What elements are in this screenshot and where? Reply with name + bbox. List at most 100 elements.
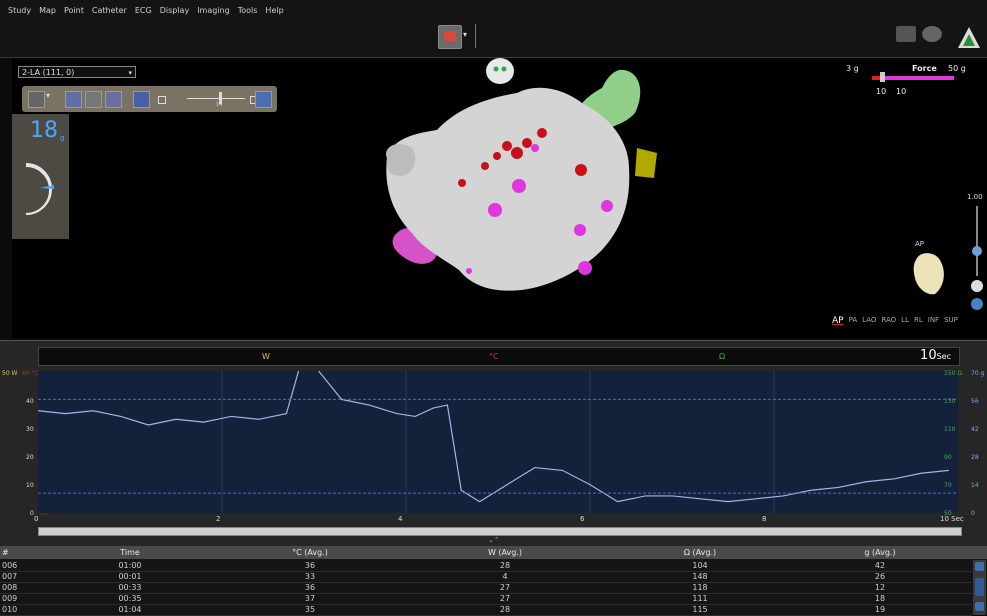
table-row[interactable]: 007 00:01 33 4 148 26	[0, 571, 972, 583]
x-tick-2: 2	[216, 515, 221, 523]
table-scrollbar[interactable]	[973, 560, 986, 615]
map-select[interactable]: 2-LA (111, 0) ▾	[18, 66, 136, 78]
cell-time: 01:00	[118, 561, 142, 570]
table-row[interactable]: 008 00:33 36 27 118 12	[0, 582, 972, 594]
col-header-watts[interactable]: W (Avg.)	[487, 548, 523, 557]
rotate-icon[interactable]	[971, 280, 983, 292]
menu-ecg[interactable]: ECG	[134, 6, 152, 15]
table-row[interactable]: 009 00:35 37 27 111 18	[0, 593, 972, 605]
right-tick-28: 28	[971, 454, 979, 461]
force-scale-low-segment	[872, 76, 882, 80]
menu-display[interactable]: Display	[159, 6, 190, 15]
cell-impedance: 104	[692, 561, 708, 570]
legend-watts: W	[262, 352, 270, 361]
menu-point[interactable]: Point	[64, 6, 84, 15]
zoom-slider-track[interactable]	[976, 206, 978, 276]
cut-tool-button[interactable]	[85, 91, 102, 108]
cell-index: 010	[2, 605, 18, 614]
map-viewport[interactable]: 2-LA (111, 0) ▾ ▾ 14 18 g	[12, 58, 987, 338]
view-ap[interactable]: AP	[832, 316, 844, 326]
app-logo-icon[interactable]	[956, 24, 982, 50]
table-row[interactable]: 006 01:00 36 28 104 42	[0, 560, 972, 572]
cell-time: 00:35	[118, 594, 142, 603]
collapse-chevron-icon[interactable]: ⌄⌃	[488, 536, 500, 544]
right-ohm-tick-70: 70	[944, 482, 952, 489]
chart-plot-area[interactable]	[37, 364, 958, 513]
view-lao[interactable]: LAO	[862, 316, 877, 324]
chart-svg	[37, 364, 958, 513]
transparency-slider-track[interactable]	[187, 98, 245, 99]
catheter-icon[interactable]	[922, 26, 942, 42]
cell-temp: 35	[304, 605, 316, 614]
right-ohm-tick-130: 130	[944, 398, 956, 405]
map-tool-button[interactable]	[65, 91, 82, 108]
chevron-down-icon: ▾	[128, 69, 132, 77]
col-header-impedance[interactable]: Ω (Avg.)	[683, 548, 717, 557]
scroll-thumb[interactable]	[975, 578, 984, 596]
view-sup[interactable]: SUP	[944, 316, 958, 324]
graph-header: W °C Ω 10Sec	[38, 347, 960, 366]
top-toolbar: Study Map Point Catheter ECG Display Ima…	[0, 0, 987, 58]
col-header-time[interactable]: Time	[120, 548, 140, 557]
scroll-down-icon[interactable]	[975, 602, 984, 611]
cell-watts: 4	[502, 572, 508, 581]
menu-tools[interactable]: Tools	[237, 6, 258, 15]
slider-min-icon	[158, 96, 166, 104]
view-ll[interactable]: LL	[901, 316, 909, 324]
contact-force-value: 18	[30, 118, 58, 143]
contact-force-unit: g	[60, 134, 65, 142]
cell-watts: 27	[499, 594, 511, 603]
left-tick-20: 20	[26, 454, 34, 461]
cell-temp: 36	[304, 561, 316, 570]
snapshot-button[interactable]	[438, 25, 462, 49]
layer-dropdown-icon[interactable]: ▾	[46, 91, 51, 100]
time-window-value: 10	[920, 348, 937, 363]
series-line	[37, 364, 949, 503]
view-inf[interactable]: INF	[927, 316, 940, 324]
menu-catheter[interactable]: Catheter	[91, 6, 127, 15]
view-orientation-bar: AP PA LAO RAO LL RL INF SUP	[832, 316, 958, 326]
force-scale-low2: 10	[896, 87, 907, 96]
left-atrium-map[interactable]	[367, 58, 677, 298]
col-header-force[interactable]: g (Avg.)	[864, 548, 896, 557]
force-scale-low1: 10	[876, 87, 887, 96]
force-scale-min: 3 g	[846, 64, 859, 73]
force-direction-gauge	[26, 163, 54, 215]
col-header-index[interactable]: #	[2, 548, 9, 557]
menu-study[interactable]: Study	[8, 6, 32, 15]
reset-view-icon[interactable]	[971, 298, 983, 310]
force-scale: 3 g Force 50 g 10 10	[832, 62, 982, 102]
threshold-button[interactable]	[133, 91, 150, 108]
col-header-temp[interactable]: °C (Avg.)	[292, 548, 328, 557]
view-pa[interactable]: PA	[848, 316, 858, 324]
right-ohm-tick-90: 90	[944, 454, 952, 461]
scroll-up-icon[interactable]	[975, 562, 984, 571]
table-row[interactable]: 010 01:04 35 28 115 19	[0, 604, 972, 616]
snapshot-dropdown-icon[interactable]: ▾	[463, 30, 468, 39]
cell-force: 26	[874, 572, 886, 581]
zoom-slider-thumb[interactable]	[972, 246, 982, 256]
brush-tool-button[interactable]	[105, 91, 122, 108]
view-rao[interactable]: RAO	[881, 316, 897, 324]
menu-map[interactable]: Map	[39, 6, 56, 15]
left-c-tick-30: 30	[40, 510, 48, 517]
view-rl[interactable]: RL	[913, 316, 923, 324]
menu-help[interactable]: Help	[265, 6, 284, 15]
legend-temperature: °C	[489, 352, 499, 361]
record-icon[interactable]	[896, 26, 916, 42]
cell-force: 42	[874, 561, 886, 570]
cell-impedance: 111	[692, 594, 708, 603]
menu-imaging[interactable]: Imaging	[197, 6, 230, 15]
layer-button[interactable]	[28, 91, 45, 108]
cell-time: 00:01	[118, 572, 142, 581]
patient-face-icon	[486, 58, 514, 84]
cell-time: 00:33	[118, 583, 142, 592]
force-scale-thumb[interactable]	[880, 72, 885, 82]
graph-scrollbar[interactable]	[38, 527, 962, 536]
cell-watts: 28	[499, 605, 511, 614]
display-button[interactable]	[255, 91, 272, 108]
force-scale-title: Force	[912, 64, 937, 73]
transparency-slider-thumb[interactable]	[219, 92, 222, 104]
map-select-value: 2-LA (111, 0)	[22, 68, 75, 77]
time-window[interactable]: 10Sec	[920, 348, 951, 363]
